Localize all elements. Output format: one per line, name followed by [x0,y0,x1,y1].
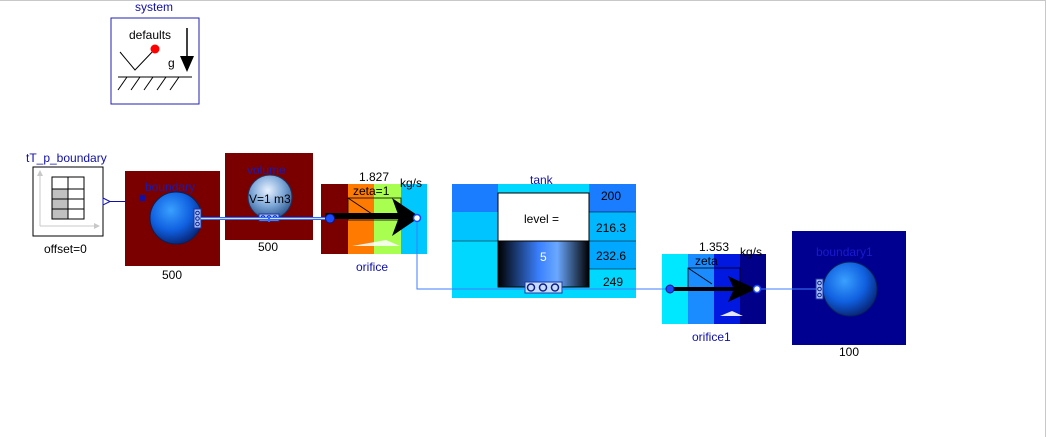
orifice-zeta-label: zeta=1 [353,184,390,198]
tank-reading-2: 216.3 [596,221,627,235]
tank-band-4 [589,241,636,269]
system-title: system [135,0,174,14]
orifice-flow-value: 1.827 [359,170,390,184]
orifice1-title: orifice1 [692,330,731,344]
system-defaults-label: defaults [129,28,172,42]
system-red-dot [150,44,160,54]
orifice1-port-b-icon[interactable] [752,284,762,294]
orifice-direction-marker [352,240,400,246]
boundary1-sphere [822,261,878,317]
fluid-connections [201,213,816,294]
volume-component[interactable] [225,153,313,240]
volume-title: volume [247,163,286,177]
tank-title: tank [530,173,553,187]
tank-component[interactable] [452,184,636,298]
boundary1-component[interactable] [792,231,906,345]
tank-level-label: level = [524,212,560,226]
orifice-port-a-icon[interactable] [325,213,335,224]
boundary-fluid-port-icon[interactable] [193,208,202,229]
orifice-port-b-icon[interactable] [412,213,422,223]
boundary1-value: 100 [839,345,860,359]
tank-reading-3: 232.6 [596,249,627,263]
orifice-component[interactable] [321,184,427,254]
orifice1-port-a-icon[interactable] [665,284,675,294]
ttp-boundary-parameter: offset=0 [44,242,87,256]
tank-band-3 [589,212,636,241]
volume-value: 500 [258,240,279,254]
system-g-label: g [168,56,175,70]
ttp-y-axis-arrow-icon [37,170,43,176]
pipe-orifice-to-tank[interactable] [416,218,525,290]
orifice-flow-unit: kg/s [400,176,423,190]
boundary1-title: boundary1 [816,245,873,259]
tank-band-5 [452,212,498,241]
tank-band-2 [589,184,636,212]
tank-reading-4: 249 [603,275,624,289]
system-ground-hatch [117,76,180,91]
gravity-arrow-head-icon [180,56,194,72]
ttp-x-axis-arrow-icon [94,223,100,229]
canvas-border-top [0,0,1046,1]
tank-fluid-port-icon[interactable] [524,281,563,294]
system-gravity-sketch [119,48,156,71]
tank-reading-1: 200 [601,189,622,203]
orifice-flow-arrow-icon [392,198,420,236]
boundary-input-port-icon[interactable] [140,195,145,201]
table-icon [51,176,85,220]
orifice1-flow-arrow-icon [728,276,756,302]
orifice1-flow-unit: kg/s [740,245,763,259]
orifice-title: orifice [356,260,389,274]
boundary-title: boundary [145,180,196,194]
ttp-boundary-component[interactable] [32,166,112,237]
tank-level-value: 5 [540,250,547,264]
ttp-output-port-icon[interactable] [102,197,112,206]
tank-liquid [497,240,590,288]
volume-inner-label: V=1 m3 [249,192,291,206]
orifice1-direction-marker [720,311,743,316]
tank-band-1 [452,184,498,212]
orifice1-flow-value: 1.353 [699,240,730,254]
boundary-value: 500 [162,268,183,282]
orifice1-zeta-label: zeta [695,254,718,268]
ttp-boundary-title: tT_p_boundary [26,151,107,165]
tank-level-box [497,192,590,242]
boundary1-fluid-port-icon[interactable] [815,278,824,300]
system-component[interactable] [110,17,200,105]
